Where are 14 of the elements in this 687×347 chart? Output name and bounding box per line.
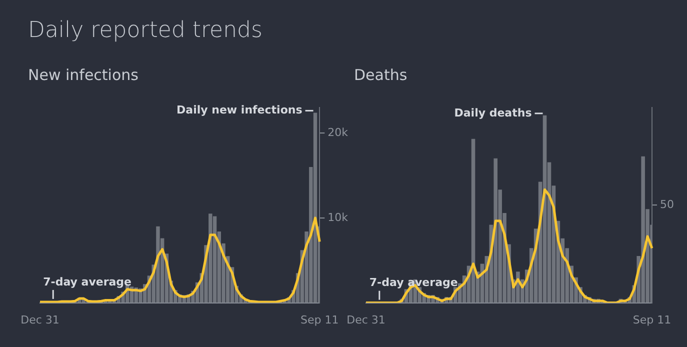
x-tick-label: Sep 11 — [300, 313, 339, 326]
series-label: Daily new infections — [176, 104, 303, 117]
series-label: Daily deaths — [454, 106, 532, 120]
y-tick-label: 10k — [328, 210, 349, 224]
y-tick-label: 50 — [660, 198, 674, 212]
x-tick-label: Sep 11 — [632, 313, 672, 326]
y-tick-label: 20k — [328, 126, 349, 139]
x-tick-label: Dec 31 — [20, 313, 60, 326]
chart-subtitle: New infections — [28, 66, 138, 84]
series-label: 7-day average — [369, 276, 458, 290]
chart-subtitle: Deaths — [354, 66, 408, 84]
x-tick-label: Dec 31 — [346, 313, 386, 326]
series-label: 7-day average — [43, 275, 132, 288]
chart-title: Daily reported trends — [28, 18, 262, 43]
